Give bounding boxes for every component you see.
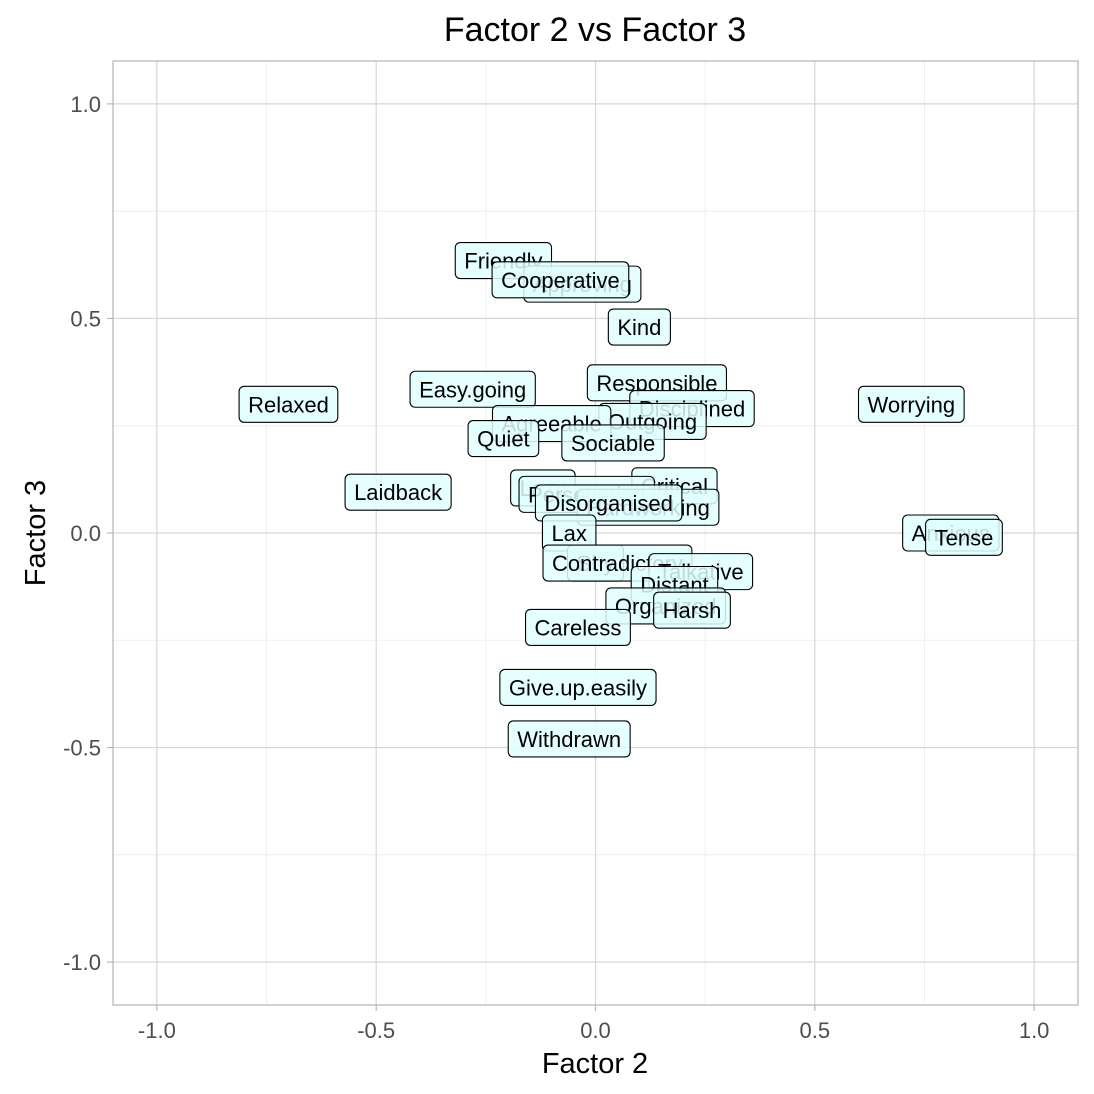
point-label-text: Disorganised bbox=[544, 491, 672, 516]
point-label: Quiet bbox=[467, 420, 540, 458]
point-label-text: Withdrawn bbox=[517, 727, 621, 752]
point-label-text: Kind bbox=[617, 315, 661, 340]
point-label-text: Harsh bbox=[663, 598, 722, 623]
point-label: Sociable bbox=[561, 424, 665, 462]
point-label: Cooperative bbox=[491, 261, 630, 299]
point-label: Relaxed bbox=[238, 385, 339, 423]
point-label: Disorganised bbox=[534, 484, 683, 522]
point-label-text: Careless bbox=[535, 615, 622, 640]
point-label-box bbox=[607, 308, 671, 346]
point-label-text: Worrying bbox=[868, 392, 956, 417]
point-label-text: Give.up.easily bbox=[509, 675, 647, 700]
point-label: Harsh bbox=[653, 591, 731, 629]
point-label-text: Easy.going bbox=[419, 377, 526, 402]
point-label: Easy.going bbox=[409, 370, 536, 408]
y-tick-label: 0.5 bbox=[70, 306, 101, 331]
point-label: Withdrawn bbox=[507, 720, 631, 758]
point-label-box bbox=[561, 424, 665, 462]
point-label-text: Laidback bbox=[354, 480, 443, 505]
point-label-box bbox=[491, 261, 630, 299]
point-label-box bbox=[238, 385, 339, 423]
x-tick-label: 1.0 bbox=[1019, 1018, 1050, 1043]
point-label-text: Relaxed bbox=[248, 392, 329, 417]
y-axis-title: Factor 3 bbox=[20, 480, 52, 586]
x-tick-label: -0.5 bbox=[357, 1018, 395, 1043]
y-tick-label: 1.0 bbox=[70, 92, 101, 117]
point-label: Tense bbox=[925, 518, 1003, 556]
point-label: Careless bbox=[524, 608, 631, 646]
point-label-text: Tense bbox=[935, 525, 994, 550]
y-tick-label: 0.0 bbox=[70, 521, 101, 546]
point-label-box bbox=[344, 473, 452, 511]
chart-title: Factor 2 vs Factor 3 bbox=[444, 11, 746, 49]
point-label-box bbox=[534, 484, 683, 522]
y-tick-label: -0.5 bbox=[63, 736, 101, 761]
x-tick-label: 0.0 bbox=[580, 1018, 611, 1043]
point-label-box bbox=[857, 385, 965, 423]
y-axis-ticks: -1.0 -0.5 0.0 0.5 1.0 bbox=[63, 92, 113, 975]
x-tick-label: -1.0 bbox=[138, 1018, 176, 1043]
point-label-text: Cooperative bbox=[501, 268, 620, 293]
point-label-box bbox=[409, 370, 536, 408]
point-label-box bbox=[653, 591, 731, 629]
point-label-box bbox=[925, 518, 1003, 556]
x-axis-ticks: -1.0 -0.5 0.0 0.5 1.0 bbox=[138, 1005, 1050, 1043]
point-label-box bbox=[467, 420, 540, 458]
point-label: Give.up.easily bbox=[499, 668, 657, 707]
labeled-points: FriendlyApprovingCooperativeKindResponsi… bbox=[238, 241, 1003, 758]
point-label-box bbox=[524, 608, 631, 646]
point-label-box bbox=[507, 720, 631, 758]
y-tick-label: -1.0 bbox=[63, 950, 101, 975]
point-label: Kind bbox=[607, 308, 671, 346]
point-label: Laidback bbox=[344, 473, 452, 511]
point-label-text: Sociable bbox=[571, 431, 655, 456]
point-label-text: Quiet bbox=[477, 427, 530, 452]
point-label-box bbox=[499, 668, 657, 707]
point-label-text: Lax bbox=[551, 521, 586, 546]
x-tick-label: 0.5 bbox=[800, 1018, 831, 1043]
point-label: Worrying bbox=[857, 385, 965, 423]
x-axis-title: Factor 2 bbox=[542, 1048, 648, 1080]
